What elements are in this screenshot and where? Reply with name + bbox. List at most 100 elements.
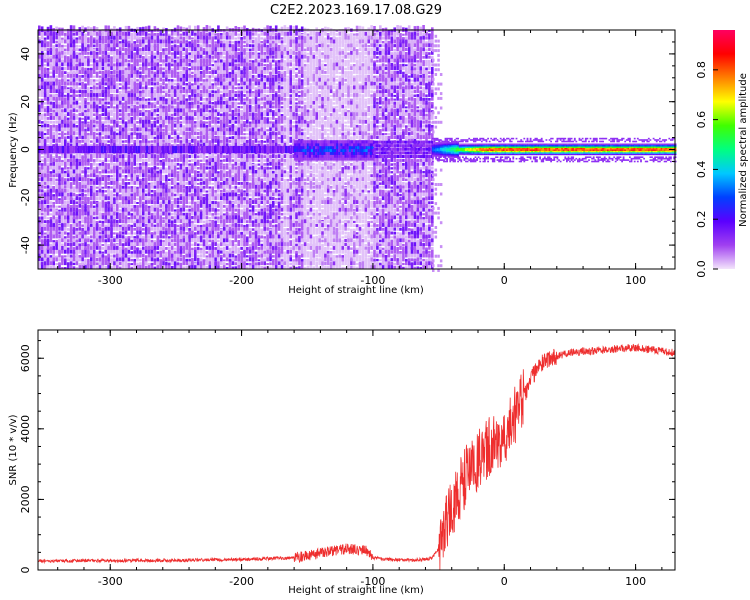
heat-cell <box>92 253 96 258</box>
heat-cell <box>78 161 82 166</box>
heat-cell <box>188 222 191 227</box>
heat-cell <box>136 262 139 266</box>
heat-cell <box>165 106 168 113</box>
heat-cell <box>121 113 125 120</box>
heat-cell <box>127 49 131 55</box>
heat-cell <box>142 246 145 250</box>
heat-cell <box>165 156 168 162</box>
heat-cell <box>55 54 58 59</box>
heat-cell <box>205 198 209 204</box>
heat-cell <box>113 131 116 136</box>
heat-cell <box>248 71 252 74</box>
heat-cell <box>173 31 177 36</box>
heat-cell <box>110 142 113 147</box>
heat-cell <box>168 236 171 239</box>
heat-cell <box>228 200 232 204</box>
heat-cell <box>185 196 188 201</box>
heat-cell <box>159 177 162 182</box>
heat-cell <box>64 242 67 247</box>
heat-cell <box>58 211 61 216</box>
heat-cell <box>38 133 41 139</box>
heat-cell <box>263 39 266 44</box>
heat-cell <box>136 205 139 212</box>
heat-cell <box>254 170 258 174</box>
heat-cell <box>147 134 151 139</box>
heat-cell <box>150 111 154 117</box>
heat-cell <box>202 55 206 59</box>
heat-cell <box>225 69 229 74</box>
heat-cell <box>66 210 70 216</box>
heat-cell <box>61 59 64 63</box>
heat-cell <box>147 197 151 201</box>
heat-cell <box>64 246 67 254</box>
heat-cell <box>217 111 220 116</box>
heat-cell <box>243 238 246 243</box>
heat-cell <box>75 159 79 166</box>
heat-cell <box>61 124 64 132</box>
heat-cell <box>116 82 119 86</box>
heat-cell <box>46 209 50 216</box>
heat-cell <box>40 262 44 269</box>
heat-cell <box>243 192 246 197</box>
heat-cell <box>214 201 217 204</box>
heat-cell <box>95 52 99 59</box>
heat-cell <box>84 46 87 52</box>
heat-cell <box>231 44 235 48</box>
heat-cell <box>136 126 139 132</box>
heat-cell <box>153 151 157 159</box>
heat-cell <box>243 61 246 67</box>
heat-cell <box>118 201 122 204</box>
heat-cell <box>95 115 99 120</box>
heat-cell <box>251 132 255 139</box>
heat-cell <box>199 102 203 105</box>
heat-cell <box>84 109 87 117</box>
heat-cell <box>231 78 235 86</box>
heat-cell <box>55 159 58 166</box>
heat-cell <box>49 113 53 116</box>
heat-cell <box>55 35 58 40</box>
heat-cell <box>225 131 229 136</box>
heat-cell <box>176 64 180 71</box>
heat-cell <box>176 262 180 269</box>
heat-cell <box>121 111 125 117</box>
heat-cell <box>254 262 258 266</box>
heat-cell <box>248 177 252 181</box>
heat-cell <box>46 57 50 63</box>
heat-cell <box>78 106 82 113</box>
heat-cell <box>243 213 246 220</box>
heat-cell <box>185 49 188 52</box>
heat-cell <box>101 246 105 250</box>
heat-cell <box>231 45 235 52</box>
heat-cell <box>185 225 188 231</box>
heat-cell <box>217 261 220 266</box>
heat-cell <box>251 112 255 117</box>
heat-cell <box>257 262 261 269</box>
heat-cell <box>121 33 125 40</box>
heat-cell <box>246 38 249 44</box>
heat-cell <box>231 164 235 170</box>
heat-cell <box>205 206 209 212</box>
heat-cell <box>72 241 76 247</box>
heat-cell <box>43 63 47 67</box>
heat-cell <box>185 29 188 36</box>
heat-cell <box>144 231 148 239</box>
heat-cell <box>263 212 266 220</box>
heat-cell <box>254 99 258 105</box>
heat-cell <box>191 77 194 82</box>
heat-cell <box>58 250 61 258</box>
heat-cell <box>58 136 61 139</box>
heat-cell <box>110 219 113 224</box>
heat-cell <box>127 232 131 235</box>
heat-cell <box>231 258 235 262</box>
heat-cell <box>214 194 217 201</box>
heat-cell <box>246 266 249 269</box>
heat-cell <box>214 136 217 143</box>
heat-cell <box>217 52 220 59</box>
heat-cell <box>147 89 151 94</box>
heat-cell <box>101 91 105 97</box>
heat-cell <box>234 235 238 243</box>
heat-cell <box>95 266 99 269</box>
heat-cell <box>43 67 47 71</box>
heat-cell <box>196 262 200 269</box>
heat-cell <box>92 67 96 74</box>
